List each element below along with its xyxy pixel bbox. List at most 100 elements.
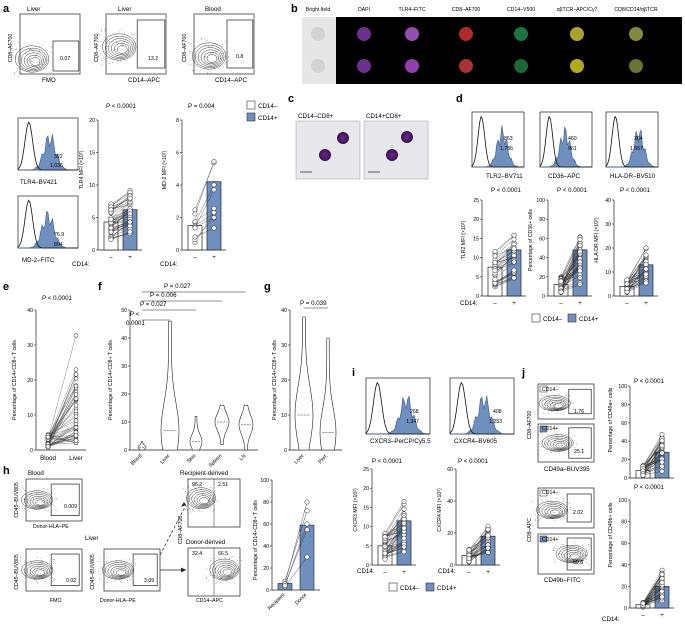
data-point — [108, 229, 114, 235]
imaging-strip — [302, 17, 682, 84]
event-dot — [573, 402, 575, 404]
y-tick-label: 15 — [363, 505, 369, 511]
density-contour — [561, 548, 585, 562]
event-dot — [41, 45, 43, 47]
event-dot — [111, 574, 113, 576]
event-dot — [227, 56, 229, 57]
event-dot — [26, 562, 27, 564]
p-value: P = 0.039 — [300, 300, 327, 307]
axis-label: MD-2–FITC — [22, 257, 55, 264]
pair-line — [560, 236, 581, 278]
p-value: P < 0.0001 — [458, 458, 489, 465]
y-tick-label: 20 — [281, 378, 287, 384]
event-dot — [24, 508, 26, 509]
hist-value: 322 — [54, 154, 63, 160]
gate-value: 0.02 — [66, 578, 76, 584]
event-dot — [539, 507, 541, 509]
event-dot — [551, 517, 553, 519]
event-dot — [106, 557, 107, 558]
gate — [50, 483, 80, 516]
y-tick-label: 5 — [476, 275, 479, 281]
data-point — [643, 266, 649, 272]
event-dot — [225, 580, 227, 582]
pair-line — [626, 264, 647, 293]
axis-label: CD8–AF700 — [182, 34, 188, 63]
event-dot — [201, 511, 203, 513]
event-dot — [210, 557, 212, 559]
data-point — [401, 525, 407, 531]
axis-label: CD8–AF700 — [178, 516, 184, 545]
pair-line — [384, 508, 405, 540]
hist-value: 1,786 — [500, 146, 513, 152]
panel-letter-d: d — [456, 93, 463, 105]
pair-line — [110, 201, 131, 211]
event-dot — [31, 60, 32, 62]
axis-label: CD14–APC — [196, 598, 223, 604]
bar-charts-j: 0 20 40 60 80 100 0 20 40 60 80 100 – + — [618, 384, 674, 619]
data-point — [577, 237, 583, 242]
pair-line — [626, 279, 647, 289]
event-dot — [565, 433, 567, 435]
data-point — [304, 508, 310, 514]
event-dot — [550, 400, 551, 401]
data-point — [108, 237, 114, 243]
x-cat-label: – — [559, 300, 563, 307]
pair-line — [194, 208, 215, 222]
hist-cd14-pos — [472, 125, 525, 168]
event-dot — [16, 48, 18, 50]
event-dot — [21, 49, 23, 50]
event-dot — [219, 571, 220, 573]
event-dot — [558, 434, 560, 436]
pair-line — [384, 531, 405, 537]
event-dot — [120, 581, 121, 583]
pair-line — [494, 253, 515, 268]
event-dot — [19, 506, 20, 508]
density-contour — [550, 401, 565, 409]
event-dot — [134, 563, 136, 564]
event-dot — [552, 548, 554, 549]
imaged-cell — [357, 27, 371, 41]
event-dot — [548, 439, 550, 441]
event-dot — [189, 492, 191, 494]
hist-value: 408 — [493, 409, 502, 415]
plot-title: Liver — [118, 6, 131, 13]
data-point — [577, 268, 583, 274]
event-dot — [120, 61, 122, 62]
pair-line — [110, 220, 131, 229]
event-dot — [131, 33, 132, 35]
panel-letter-f: f — [98, 281, 102, 293]
event-dot — [38, 489, 39, 491]
event-dot — [553, 512, 554, 514]
gate-value: 1.76 — [574, 409, 584, 415]
data-point — [382, 543, 388, 549]
event-dot — [208, 62, 210, 64]
axis-label: Donor-HLA–PE — [100, 598, 136, 604]
pair-line — [642, 582, 663, 606]
event-dot — [581, 562, 583, 564]
gate — [132, 553, 158, 586]
data-point — [382, 534, 388, 540]
event-dot — [104, 28, 106, 30]
flow-plots-h — [17, 478, 243, 597]
hist-value: 961 — [568, 146, 577, 152]
event-dot — [33, 579, 35, 580]
micrograph-pos — [363, 120, 429, 180]
pair-line — [110, 217, 131, 221]
axis-label: Donor-HLA–PE — [33, 524, 69, 530]
event-dot — [543, 445, 545, 447]
gate-value: 59.8 — [573, 560, 583, 566]
pair-line — [560, 249, 581, 290]
event-dot — [235, 565, 236, 566]
event-dot — [558, 394, 560, 395]
pair-line — [626, 256, 647, 286]
y-tick-label: 20 — [121, 392, 127, 398]
event-dot — [544, 498, 546, 500]
y-tick-label: 0 — [284, 448, 287, 454]
data-point — [643, 261, 649, 267]
pair-line — [494, 260, 515, 269]
plot-title: Blood — [205, 6, 221, 13]
pair-line — [642, 452, 663, 472]
event-dot — [49, 566, 51, 568]
density-contour — [194, 493, 212, 507]
event-dot — [229, 572, 231, 574]
